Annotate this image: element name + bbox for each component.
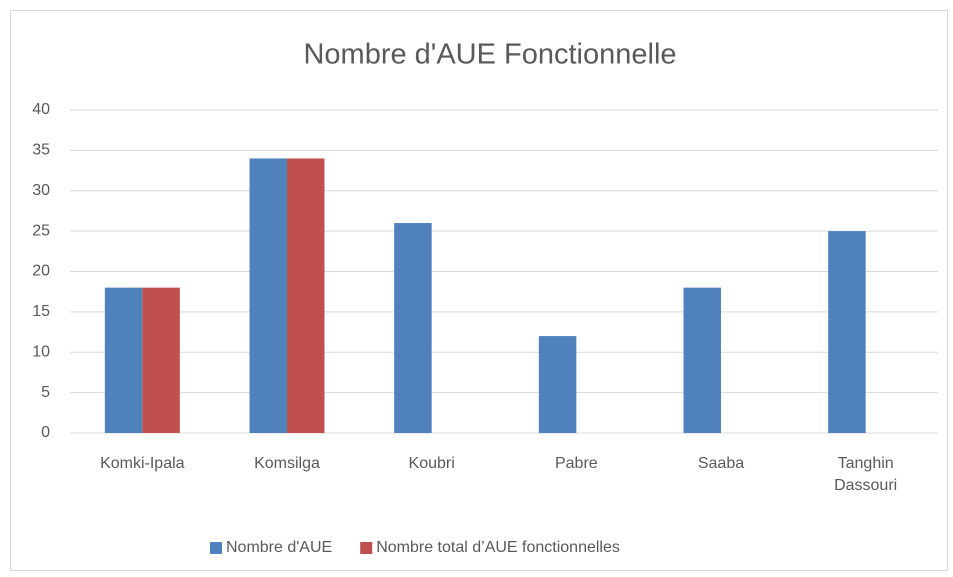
bar <box>287 158 325 433</box>
legend-label: Nombre d'AUE <box>226 539 332 556</box>
y-tick-label: 0 <box>41 424 50 441</box>
y-tick-label: 10 <box>32 343 50 360</box>
y-tick-label: 20 <box>32 263 50 280</box>
y-tick-label: 35 <box>32 142 50 159</box>
bar <box>142 287 180 433</box>
x-tick-label: Pabre <box>554 455 598 472</box>
chart-title: Nombre d'AUE Fonctionnelle <box>303 39 676 71</box>
x-tick-label: Komki-Ipala <box>100 455 185 472</box>
bar <box>683 287 721 433</box>
x-tick-label: Saaba <box>697 455 745 472</box>
y-tick-label: 5 <box>41 384 50 401</box>
legend-swatch <box>360 542 373 554</box>
y-tick-label: 25 <box>32 222 50 239</box>
bar <box>538 336 577 433</box>
y-tick-label: 30 <box>32 182 50 199</box>
bar <box>394 223 432 433</box>
bar <box>828 231 866 433</box>
y-tick-label: 15 <box>32 303 50 320</box>
bar <box>249 158 287 433</box>
x-tick-label: Komsilga <box>254 455 320 472</box>
legend-swatch <box>210 542 222 554</box>
y-tick-label: 40 <box>32 101 50 118</box>
x-tick-label: Tanghin Dassouri <box>834 455 898 494</box>
bar <box>104 287 143 433</box>
legend-label: Nombre total d’AUE fonctionnelles <box>376 539 620 556</box>
x-tick-label: Koubri <box>408 455 455 472</box>
